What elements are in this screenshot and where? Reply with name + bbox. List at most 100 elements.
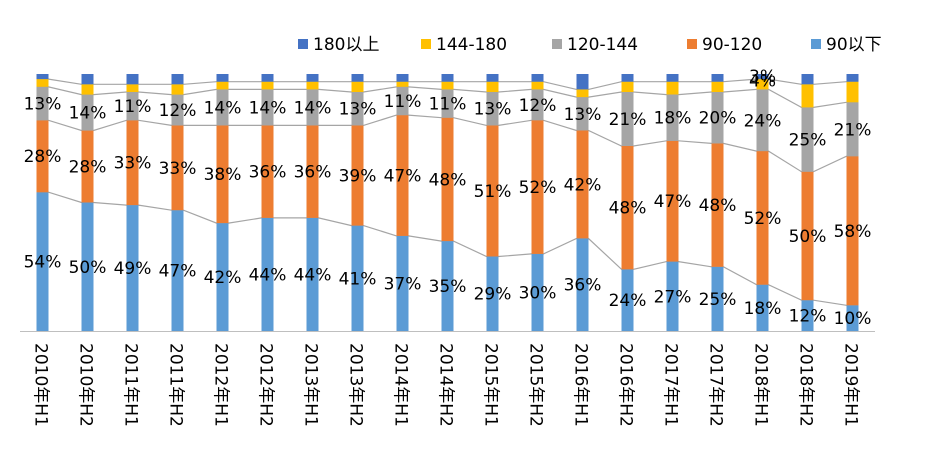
category-label: 2014年H1 [391,343,411,427]
bar-0-18 [846,305,859,331]
bar-2-6 [306,89,319,126]
bar-1-5 [261,125,274,218]
legend-label: 144-180 [436,35,507,55]
data-label: 13% [564,105,602,125]
bar-2-16 [756,89,769,152]
category-label: 2011年H1 [121,343,141,427]
data-label: 29% [474,285,512,305]
data-label: 49% [114,259,152,279]
data-label: 36% [564,276,602,296]
data-label: 10% [834,309,872,329]
bar-1-18 [846,156,859,306]
category-label: 2013年H2 [346,343,366,427]
data-label: 4% [749,71,776,91]
category-label: 2018年H1 [751,343,771,427]
category-label: 2016年H1 [571,343,591,427]
data-label: 13% [24,95,62,115]
bar-4-3 [171,74,184,85]
data-label: 36% [249,163,287,183]
bar-3-9 [441,81,454,90]
bar-3-14 [666,81,679,95]
data-label: 37% [384,275,422,295]
data-label: 38% [204,165,242,185]
bar-0-13 [621,269,634,331]
data-label: 33% [114,154,152,174]
data-label: 25% [789,131,827,151]
bar-4-5 [261,74,274,82]
category-label: 2010年H2 [76,343,96,427]
bar-0-10 [486,256,499,331]
data-label: 48% [609,199,647,219]
data-label: 39% [339,167,377,187]
category-label: 2018年H2 [796,343,816,427]
category-label: 2015年H1 [481,343,501,427]
category-label: 2015年H2 [526,343,546,427]
bar-4-13 [621,74,634,82]
legend-label: 180以上 [313,35,379,55]
data-label: 25% [699,290,737,310]
bar-0-4 [216,223,229,331]
bar-4-12 [576,74,589,90]
legend-label: 90以下 [826,35,882,55]
data-label: 24% [744,111,782,131]
data-label: 52% [519,178,557,198]
bar-4-1 [81,74,94,85]
bar-4-17 [801,74,814,85]
data-label: 47% [654,192,692,212]
bar-4-10 [486,74,499,82]
bar-2-13 [621,92,634,146]
bar-4-9 [441,74,454,82]
bar-0-3 [171,210,184,331]
legend-swatch [552,39,562,49]
bar-3-8 [396,81,409,87]
bar-1-0 [36,120,49,193]
data-label: 3% [749,67,776,87]
data-label: 21% [609,110,647,130]
bar-3-15 [711,81,724,92]
data-label: 21% [834,120,872,140]
bar-2-17 [801,107,814,172]
data-label: 12% [519,96,557,116]
bar-1-11 [531,120,544,254]
bar-3-1 [81,84,94,95]
data-label: 20% [699,109,737,129]
bar-2-14 [666,94,679,141]
bar-0-5 [261,217,274,331]
bar-2-10 [486,92,499,126]
bar-1-6 [306,125,319,218]
bar-1-8 [396,115,409,236]
data-label: 54% [24,253,62,273]
bar-2-11 [531,89,544,121]
bar-1-1 [81,130,94,203]
bar-4-15 [711,74,724,82]
bar-0-1 [81,202,94,331]
data-label: 30% [519,283,557,303]
bar-4-11 [531,74,544,82]
data-label: 50% [789,227,827,247]
bar-3-10 [486,81,499,92]
data-label: 50% [69,258,107,278]
bars [36,74,859,332]
data-label: 28% [24,147,62,167]
bar-1-10 [486,125,499,257]
bar-1-2 [126,120,139,206]
data-label: 11% [429,95,467,115]
legend-swatch [687,39,697,49]
bar-0-8 [396,235,409,331]
bar-1-4 [216,125,229,224]
bar-3-17 [801,84,814,108]
category-label: 2012年H1 [211,343,231,427]
bar-2-9 [441,89,454,118]
bar-3-11 [531,81,544,90]
data-label: 42% [204,268,242,288]
data-label: 18% [654,109,692,129]
category-label: 2017年H1 [661,343,681,427]
bar-1-9 [441,117,454,242]
legend-item: 120-144 [552,35,638,55]
bar-2-0 [36,86,49,121]
bar-3-0 [36,79,49,87]
bar-4-14 [666,74,679,82]
legend-item: 90-120 [687,35,762,55]
